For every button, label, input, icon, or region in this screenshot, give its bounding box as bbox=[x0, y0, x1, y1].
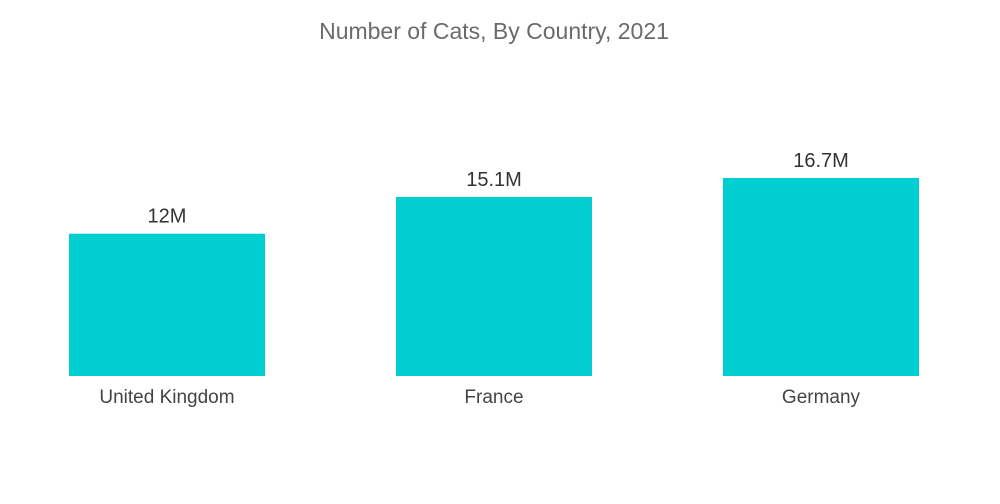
bar-germany bbox=[723, 178, 919, 376]
category-label-united-kingdom: United Kingdom bbox=[99, 387, 234, 408]
category-labels-group: United Kingdom France Germany bbox=[99, 387, 860, 408]
value-label-germany: 16.7M bbox=[793, 150, 849, 172]
chart-title: Number of Cats, By Country, 2021 bbox=[319, 18, 669, 44]
category-label-france: France bbox=[464, 387, 523, 408]
bars-group bbox=[69, 178, 919, 376]
value-label-united-kingdom: 12M bbox=[148, 206, 187, 228]
category-label-germany: Germany bbox=[782, 387, 861, 408]
bar-united-kingdom bbox=[69, 233, 265, 376]
value-label-france: 15.1M bbox=[466, 169, 522, 191]
bar-france bbox=[396, 196, 592, 376]
value-labels-group: 12M 15.1M 16.7M bbox=[148, 150, 849, 228]
